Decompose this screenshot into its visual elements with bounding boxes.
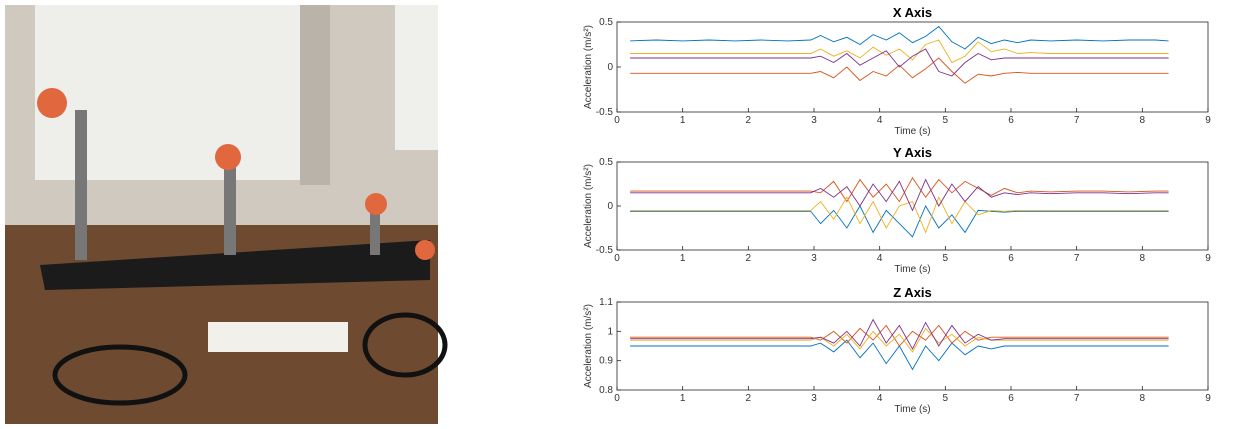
x-tick-label: 8	[1140, 253, 1146, 264]
x-tick-label: 2	[746, 393, 752, 404]
photo-ball	[37, 88, 67, 118]
series-line	[630, 327, 1169, 353]
y-tick-label: -0.5	[596, 107, 614, 118]
series-line	[630, 324, 1169, 347]
x-tick-label: 3	[811, 115, 817, 126]
photo-breadboard	[208, 322, 348, 352]
x-tick-label: 1	[680, 393, 686, 404]
x-tick-label: 8	[1140, 393, 1146, 404]
x-tick-label: 1	[680, 115, 686, 126]
y-axis-label: Acceleration (m/s²)	[583, 25, 594, 109]
y-tick-label: 0.5	[599, 157, 613, 168]
series-line	[630, 176, 1169, 203]
chart-title: Z Axis	[893, 285, 932, 300]
x-axis-label: Time (s)	[894, 264, 930, 275]
x-tick-label: 2	[746, 253, 752, 264]
y-tick-label: 0.8	[599, 385, 613, 396]
y-tick-label: 0	[607, 62, 613, 73]
x-tick-label: 1	[680, 253, 686, 264]
x-tick-label: 4	[877, 115, 883, 126]
x-tick-label: 2	[746, 115, 752, 126]
series-line	[630, 318, 1169, 350]
x-tick-label: 9	[1205, 253, 1211, 264]
series-line	[630, 205, 1169, 238]
photo-wall-shadow	[300, 5, 330, 185]
y-tick-label: 0.5	[599, 17, 613, 28]
series-line	[630, 178, 1169, 212]
photo-spring	[75, 110, 87, 260]
photo-blind	[395, 5, 438, 150]
x-axis-label: Time (s)	[894, 126, 930, 137]
x-tick-label: 3	[811, 253, 817, 264]
x-tick-label: 6	[1008, 115, 1014, 126]
y-tick-label: -0.5	[596, 245, 614, 256]
chart-title: Y Axis	[893, 145, 932, 160]
x-tick-label: 0	[614, 253, 620, 264]
series-line	[630, 339, 1169, 371]
x-tick-label: 3	[811, 393, 817, 404]
photo-ball	[365, 193, 387, 215]
series-line	[630, 196, 1169, 234]
x-tick-label: 7	[1074, 253, 1080, 264]
series-line	[630, 39, 1169, 64]
x-tick-label: 5	[943, 115, 949, 126]
photo-ball	[415, 240, 435, 260]
y-axis-label: Acceleration (m/s²)	[583, 164, 594, 248]
chart-title: X Axis	[893, 5, 932, 20]
x-tick-label: 9	[1205, 393, 1211, 404]
x-tick-label: 9	[1205, 115, 1211, 126]
photo-ball	[215, 144, 241, 170]
x-tick-label: 0	[614, 393, 620, 404]
plot-area	[616, 21, 1209, 113]
x-tick-label: 5	[943, 393, 949, 404]
x-tick-label: 7	[1074, 115, 1080, 126]
photo-spring	[370, 210, 380, 255]
series-line	[630, 48, 1169, 77]
y-tick-label: 0	[607, 201, 613, 212]
x-tick-label: 7	[1074, 393, 1080, 404]
x-tick-label: 4	[877, 393, 883, 404]
y-tick-label: 1.1	[599, 297, 613, 308]
x-tick-label: 8	[1140, 115, 1146, 126]
photo-cable	[362, 312, 448, 378]
x-tick-label: 0	[614, 115, 620, 126]
plot-area	[616, 161, 1209, 251]
x-tick-label: 5	[943, 253, 949, 264]
x-axis-label: Time (s)	[894, 404, 930, 415]
x-tick-label: 6	[1008, 253, 1014, 264]
x-tick-label: 4	[877, 253, 883, 264]
series-line	[630, 25, 1169, 50]
y-tick-label: 0.9	[599, 356, 613, 367]
y-tick-label: 1	[607, 326, 613, 337]
x-tick-label: 6	[1008, 393, 1014, 404]
y-axis-label: Acceleration (m/s²)	[583, 304, 594, 388]
photo-cable	[52, 344, 188, 406]
photo-base	[40, 240, 430, 290]
photo-spring	[224, 165, 236, 255]
photo	[5, 5, 448, 424]
series-line	[630, 57, 1169, 84]
